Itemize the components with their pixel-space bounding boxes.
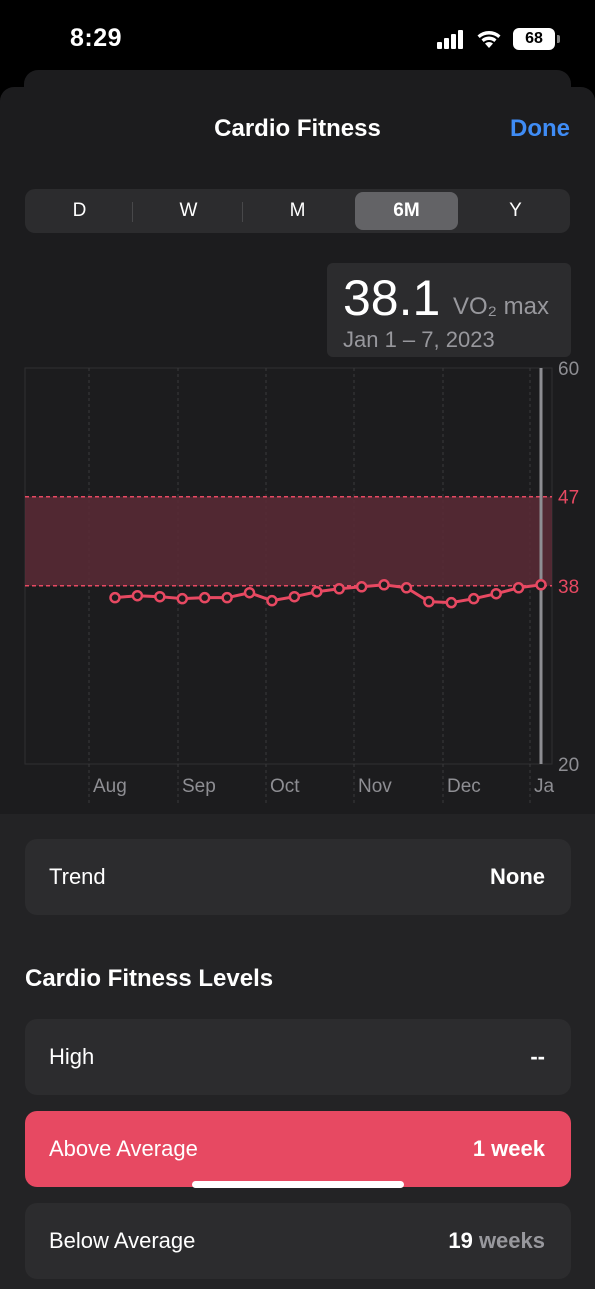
cardio-fitness-sheet: Cardio Fitness Done D W M 6M Y 38.1 VO₂ … bbox=[0, 87, 595, 1289]
chart-data-point bbox=[512, 582, 525, 594]
segment-y[interactable]: Y bbox=[509, 200, 522, 221]
tooltip-date: Jan 1 – 7, 2023 bbox=[343, 327, 495, 352]
tooltip-value: 38.1 bbox=[343, 270, 441, 326]
segment-divider bbox=[132, 202, 133, 222]
level-below-average-unit: weeks bbox=[478, 1228, 545, 1253]
chart-y-tick-label: 60 bbox=[558, 359, 579, 380]
selected-value-tooltip: 38.1 VO₂ max Jan 1 – 7, 2023 bbox=[327, 263, 571, 357]
chart-data-point bbox=[243, 586, 256, 599]
trend-value: None bbox=[490, 864, 545, 889]
time-range-segmented-control: D W M 6M Y bbox=[25, 189, 570, 233]
chart-y-tick-label: 38 bbox=[558, 577, 579, 598]
chart-range-band bbox=[25, 496, 552, 586]
chart-data-point bbox=[266, 594, 278, 607]
chart-data-point bbox=[221, 591, 233, 604]
levels-section-title: Cardio Fitness Levels bbox=[25, 965, 274, 992]
level-below-average-value: 19 weeks bbox=[448, 1228, 545, 1254]
chart-data-point bbox=[154, 590, 166, 603]
status-time: 8:29 bbox=[70, 24, 123, 52]
chart-data-point bbox=[288, 590, 301, 603]
segment-divider bbox=[242, 202, 243, 222]
chart-data-point bbox=[355, 581, 368, 593]
chart-data-point bbox=[131, 589, 144, 602]
chart-data-point bbox=[467, 592, 480, 605]
level-high-value: -- bbox=[530, 1044, 545, 1069]
segment-d[interactable]: D bbox=[72, 200, 87, 221]
level-below-average-card[interactable]: Below Average 19 weeks bbox=[25, 1203, 571, 1279]
chart-data-point bbox=[109, 591, 121, 604]
chart-data-point bbox=[378, 579, 390, 591]
chart-data-point bbox=[400, 582, 413, 594]
segment-w[interactable]: W bbox=[179, 200, 198, 221]
chart-data-point bbox=[333, 583, 345, 595]
tooltip-unit: VO₂ max bbox=[453, 293, 549, 320]
level-below-average-label: Below Average bbox=[49, 1228, 196, 1253]
level-above-average-value: 1 week bbox=[472, 1136, 545, 1161]
chart-data-point bbox=[176, 592, 189, 605]
level-above-average-card[interactable]: Above Average 1 week bbox=[25, 1111, 571, 1187]
level-below-average-count: 19 bbox=[448, 1228, 473, 1253]
chart-x-tick-label: Dec bbox=[447, 776, 481, 797]
chart-x-tick-label: Ja bbox=[534, 776, 555, 797]
status-bar: 8:29 68 bbox=[0, 0, 595, 80]
chart-data-point bbox=[423, 595, 435, 608]
trend-card[interactable]: Trend None bbox=[25, 839, 571, 915]
cellular-signal-icon bbox=[437, 30, 463, 49]
battery-icon: 68 bbox=[513, 28, 560, 50]
level-high-label: High bbox=[49, 1044, 95, 1069]
chart-data-point bbox=[490, 587, 502, 600]
chart-y-tick-label: 20 bbox=[558, 755, 579, 776]
chart-data-point bbox=[311, 585, 323, 598]
chart-data-point bbox=[198, 591, 211, 604]
chart-x-tick-label: Nov bbox=[358, 776, 392, 797]
chart-x-tick-label: Sep bbox=[182, 776, 216, 797]
segment-6m[interactable]: 6M bbox=[355, 192, 458, 230]
status-icons: 68 bbox=[437, 28, 560, 50]
chart-data-point bbox=[445, 596, 458, 609]
segment-m[interactable]: M bbox=[289, 200, 306, 221]
home-indicator[interactable] bbox=[192, 1181, 404, 1188]
chart-x-tick-label: Oct bbox=[270, 776, 300, 797]
trend-label: Trend bbox=[49, 864, 106, 889]
wifi-icon bbox=[477, 31, 501, 48]
chart-y-tick-label: 47 bbox=[558, 488, 579, 509]
chart-x-tick-label: Aug bbox=[93, 776, 127, 797]
level-above-average-label: Above Average bbox=[49, 1136, 198, 1161]
done-button[interactable]: Done bbox=[510, 115, 570, 142]
level-high-card[interactable]: High -- bbox=[25, 1019, 571, 1095]
chart-data-point bbox=[535, 579, 547, 591]
nav-title: Cardio Fitness bbox=[214, 115, 381, 142]
